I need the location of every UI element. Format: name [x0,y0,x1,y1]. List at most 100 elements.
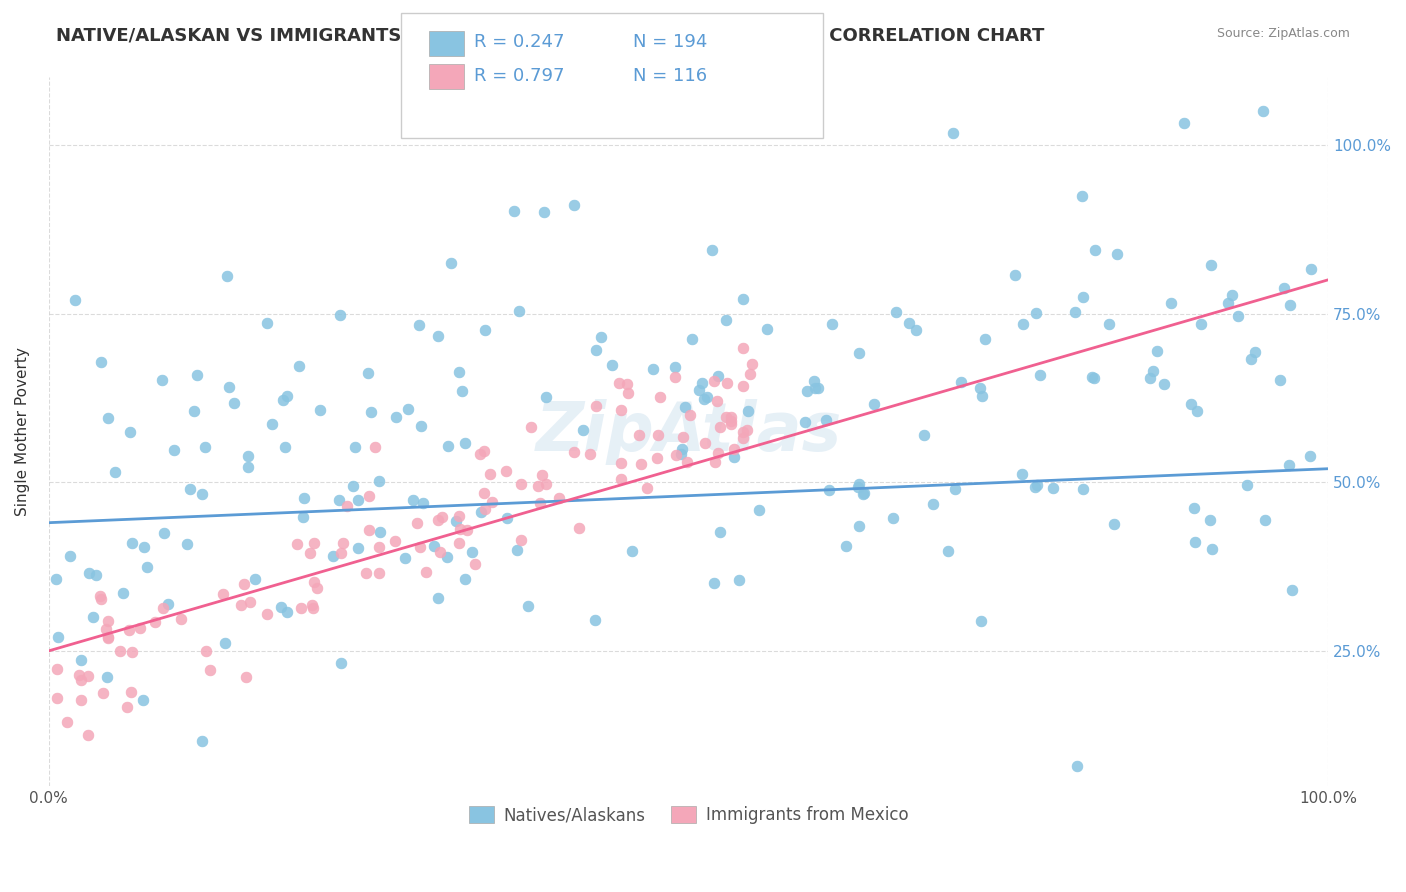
Point [183,403,205,417]
Y-axis label: Single Mother Poverty: Single Mother Poverty [15,347,30,516]
Point [449,509,471,524]
Point [444,515,467,529]
Point [817,483,839,498]
Point [59,549,82,564]
Text: R = 0.247: R = 0.247 [474,33,564,51]
Point [1081,370,1104,384]
Point [853,486,876,500]
Point [846,480,869,494]
Point [368,525,391,540]
Point [897,316,920,330]
Point [256,316,278,330]
Point [454,436,477,450]
Point [474,502,496,516]
Point [96,630,118,644]
Point [1272,281,1295,295]
Point [96,670,118,684]
Point [863,397,886,411]
Point [470,446,492,460]
Point [69,692,91,706]
Point [848,345,870,359]
Point [77,669,100,683]
Point [706,394,728,409]
Point [481,495,503,509]
Point [755,322,778,336]
Point [950,375,973,389]
Point [630,457,652,471]
Point [647,427,669,442]
Point [510,533,533,548]
Point [364,440,387,454]
Point [516,599,538,613]
Point [70,653,93,667]
Point [191,487,214,501]
Point [456,523,478,537]
Point [673,400,696,414]
Text: N = 116: N = 116 [633,67,707,85]
Point [90,355,112,369]
Point [415,566,437,580]
Point [815,413,838,427]
Point [290,601,312,615]
Point [302,536,325,550]
Text: ZipAtlas: ZipAtlas [536,399,842,465]
Point [194,440,217,454]
Point [641,362,664,376]
Point [848,519,870,533]
Point [737,423,759,437]
Point [1227,309,1250,323]
Text: N = 194: N = 194 [633,33,707,51]
Point [56,714,79,729]
Point [347,541,370,556]
Point [714,409,737,424]
Point [170,612,193,626]
Point [1098,317,1121,331]
Point [741,357,763,371]
Point [97,632,120,646]
Point [1024,480,1046,494]
Point [904,322,927,336]
Point [1146,344,1168,359]
Point [1012,317,1035,331]
Point [238,449,260,463]
Point [1220,288,1243,302]
Point [405,516,427,530]
Point [519,420,541,434]
Point [688,384,710,398]
Point [1004,268,1026,283]
Point [665,448,688,462]
Point [636,481,658,495]
Point [143,615,166,629]
Point [120,425,142,439]
Legend: Natives/Alaskans, Immigrants from Mexico: Natives/Alaskans, Immigrants from Mexico [458,796,918,834]
Point [731,292,754,306]
Point [472,486,495,500]
Point [427,513,450,527]
Point [1042,481,1064,495]
Point [530,468,553,483]
Point [256,607,278,621]
Point [322,549,344,564]
Point [474,322,496,336]
Point [84,567,107,582]
Point [1278,298,1301,312]
Point [330,657,353,671]
Point [440,255,463,269]
Point [716,312,738,326]
Point [1301,261,1323,276]
Point [470,505,492,519]
Point [305,581,328,595]
Point [1070,189,1092,203]
Point [357,366,380,380]
Point [720,410,742,425]
Point [974,332,997,346]
Point [627,428,650,442]
Point [709,524,731,539]
Point [942,126,965,140]
Point [610,456,633,470]
Point [128,621,150,635]
Point [737,404,759,418]
Point [585,399,607,413]
Point [115,700,138,714]
Point [211,587,233,601]
